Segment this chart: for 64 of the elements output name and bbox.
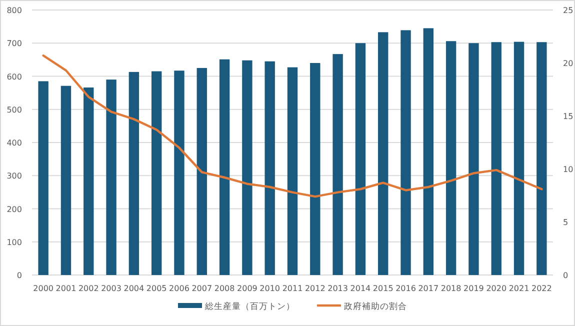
bar <box>106 80 116 275</box>
bar <box>151 71 162 275</box>
bar <box>446 41 456 275</box>
x-tick-label: 2002 <box>78 284 99 293</box>
x-tick-label: 2011 <box>282 284 303 293</box>
y2-tick-label: 10 <box>563 165 574 174</box>
bar <box>423 28 434 275</box>
x-tick-label: 2010 <box>260 284 280 293</box>
y-tick-label: 100 <box>6 238 22 247</box>
bar <box>84 88 94 275</box>
y2-tick-label: 25 <box>563 6 574 15</box>
x-tick-label: 2020 <box>486 284 507 293</box>
y-tick-label: 200 <box>6 204 22 214</box>
y-tick-label: 500 <box>6 105 22 114</box>
bar <box>310 63 320 275</box>
y-tick-label: 300 <box>6 172 22 181</box>
x-tick-label: 2012 <box>304 284 326 293</box>
y2-tick-label: 0 <box>563 271 568 280</box>
legend-label: 政府補助の割合 <box>344 301 407 312</box>
x-tick-label: 2019 <box>464 284 484 293</box>
bar <box>514 42 524 275</box>
bar <box>400 30 411 275</box>
y2-tick-label: 15 <box>563 112 574 121</box>
y-tick-label: 800 <box>6 6 22 15</box>
bar <box>536 42 547 275</box>
x-tick-label: 2007 <box>192 284 212 293</box>
bar <box>287 67 298 275</box>
y2-tick-label: 20 <box>563 59 574 68</box>
x-tick-label: 2021 <box>508 284 530 293</box>
bar <box>128 72 140 275</box>
x-tick-label: 2003 <box>101 284 122 293</box>
bar <box>264 61 275 275</box>
y-tick-label: 0 <box>16 271 22 280</box>
x-tick-label: 2014 <box>350 284 371 293</box>
x-tick-label: 2017 <box>418 284 439 293</box>
bar <box>468 43 479 275</box>
x-tick-label: 2001 <box>56 284 76 293</box>
x-tick-label: 2005 <box>146 284 167 293</box>
bar <box>242 60 252 275</box>
x-tick-label: 2022 <box>531 284 552 293</box>
x-tick-label: 2004 <box>124 284 144 293</box>
bar <box>174 70 184 275</box>
x-tick-label: 2016 <box>396 284 416 293</box>
legend-label: 総生産量（百万トン） <box>204 301 295 312</box>
x-tick-label: 2015 <box>372 284 394 293</box>
bar <box>60 86 72 275</box>
bar <box>196 68 207 275</box>
x-tick-label: 2008 <box>214 284 235 293</box>
x-tick-label: 2018 <box>440 284 462 293</box>
bar <box>219 59 230 275</box>
x-tick-label: 2006 <box>169 284 190 293</box>
bar <box>38 81 48 275</box>
y-tick-label: 700 <box>6 39 22 48</box>
x-tick-label: 2000 <box>33 284 54 293</box>
x-tick-label: 2009 <box>237 284 258 293</box>
y-tick-label: 600 <box>6 72 22 82</box>
x-tick-label: 2013 <box>328 284 348 293</box>
bar <box>355 43 366 275</box>
bar <box>332 54 343 275</box>
bar <box>491 42 502 275</box>
y-tick-label: 400 <box>6 138 22 148</box>
y2-tick-label: 5 <box>563 218 568 227</box>
line-series <box>42 54 543 198</box>
bar <box>378 32 388 275</box>
